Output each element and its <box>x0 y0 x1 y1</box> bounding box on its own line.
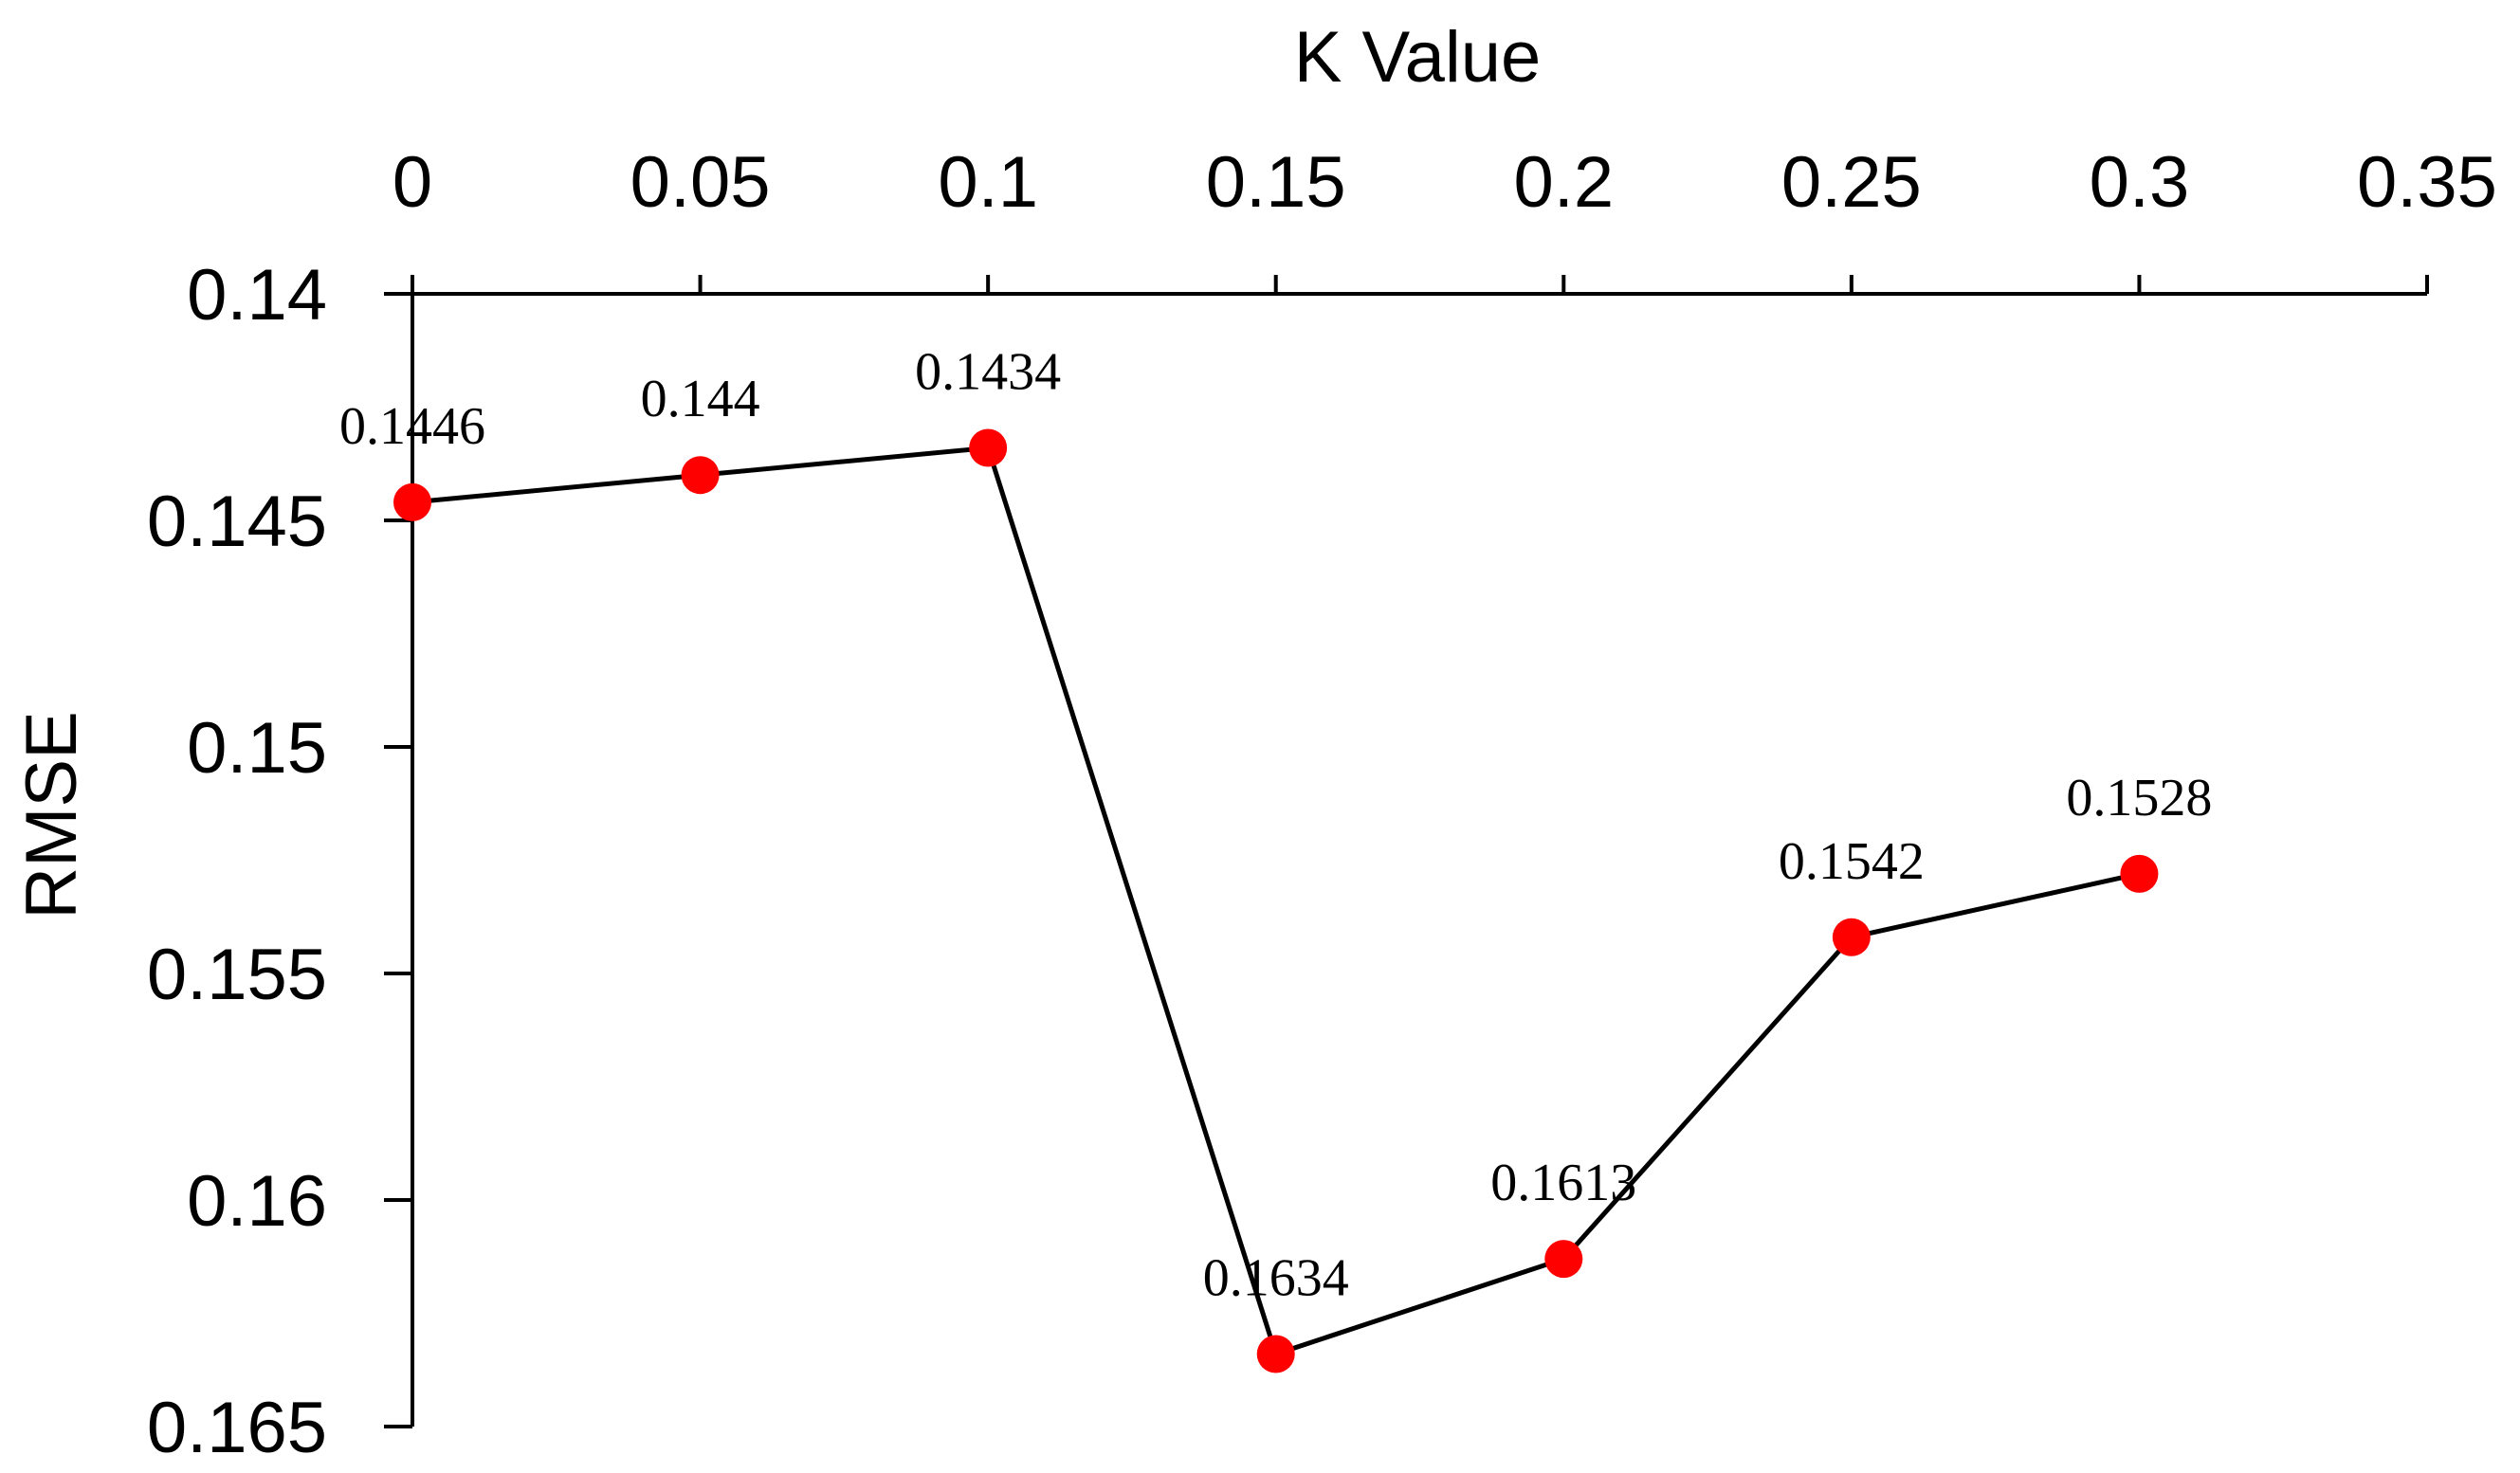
data-label: 0.1634 <box>1203 1249 1349 1308</box>
data-point <box>681 456 720 495</box>
series-line <box>411 445 2140 1357</box>
data-point <box>1256 1335 1295 1373</box>
data-label: 0.1446 <box>339 397 485 456</box>
data-labels: 0.1446 0.144 0.1434 0.1634 0.1613 0.1542 0.152… <box>339 343 2212 1308</box>
data-point <box>393 482 431 521</box>
y-tick-label: 0.165 <box>147 1388 327 1468</box>
y-axis-title: RMSE <box>11 711 92 919</box>
ticks: 0 0.05 0.1 0.15 0.2 0.25 0.3 0.350.140.1450.150… <box>147 142 2497 1468</box>
data-point <box>969 428 1008 467</box>
y-tick-label: 0.15 <box>187 708 327 789</box>
y-tick-label: 0.155 <box>147 935 327 1015</box>
x-tick-label: 0.15 <box>1206 142 1346 223</box>
x-tick-label: 0.35 <box>2357 142 2497 223</box>
x-tick-label: 0.2 <box>1513 142 1614 223</box>
data-label: 0.144 <box>641 370 760 428</box>
series-layer <box>393 428 2159 1373</box>
x-tick-label: 0.1 <box>938 142 1038 223</box>
x-tick-label: 0.3 <box>2090 142 2190 223</box>
x-axis-title: K Value <box>1294 17 1542 98</box>
y-tick-label: 0.14 <box>187 255 327 336</box>
data-point <box>1832 918 1871 956</box>
y-tick-label: 0.16 <box>187 1161 327 1242</box>
data-point <box>1544 1240 1583 1279</box>
axes <box>384 275 2427 1427</box>
y-tick-label: 0.145 <box>147 482 327 562</box>
x-tick-label: 0.05 <box>630 142 771 223</box>
x-tick-label: 0 <box>393 142 432 223</box>
data-label: 0.1528 <box>2066 769 2212 827</box>
data-label: 0.1542 <box>1779 832 1925 891</box>
data-label: 0.1434 <box>915 343 1061 402</box>
x-tick-label: 0.25 <box>1781 142 1922 223</box>
data-point <box>2120 854 2159 893</box>
data-label: 0.1613 <box>1490 1154 1636 1212</box>
